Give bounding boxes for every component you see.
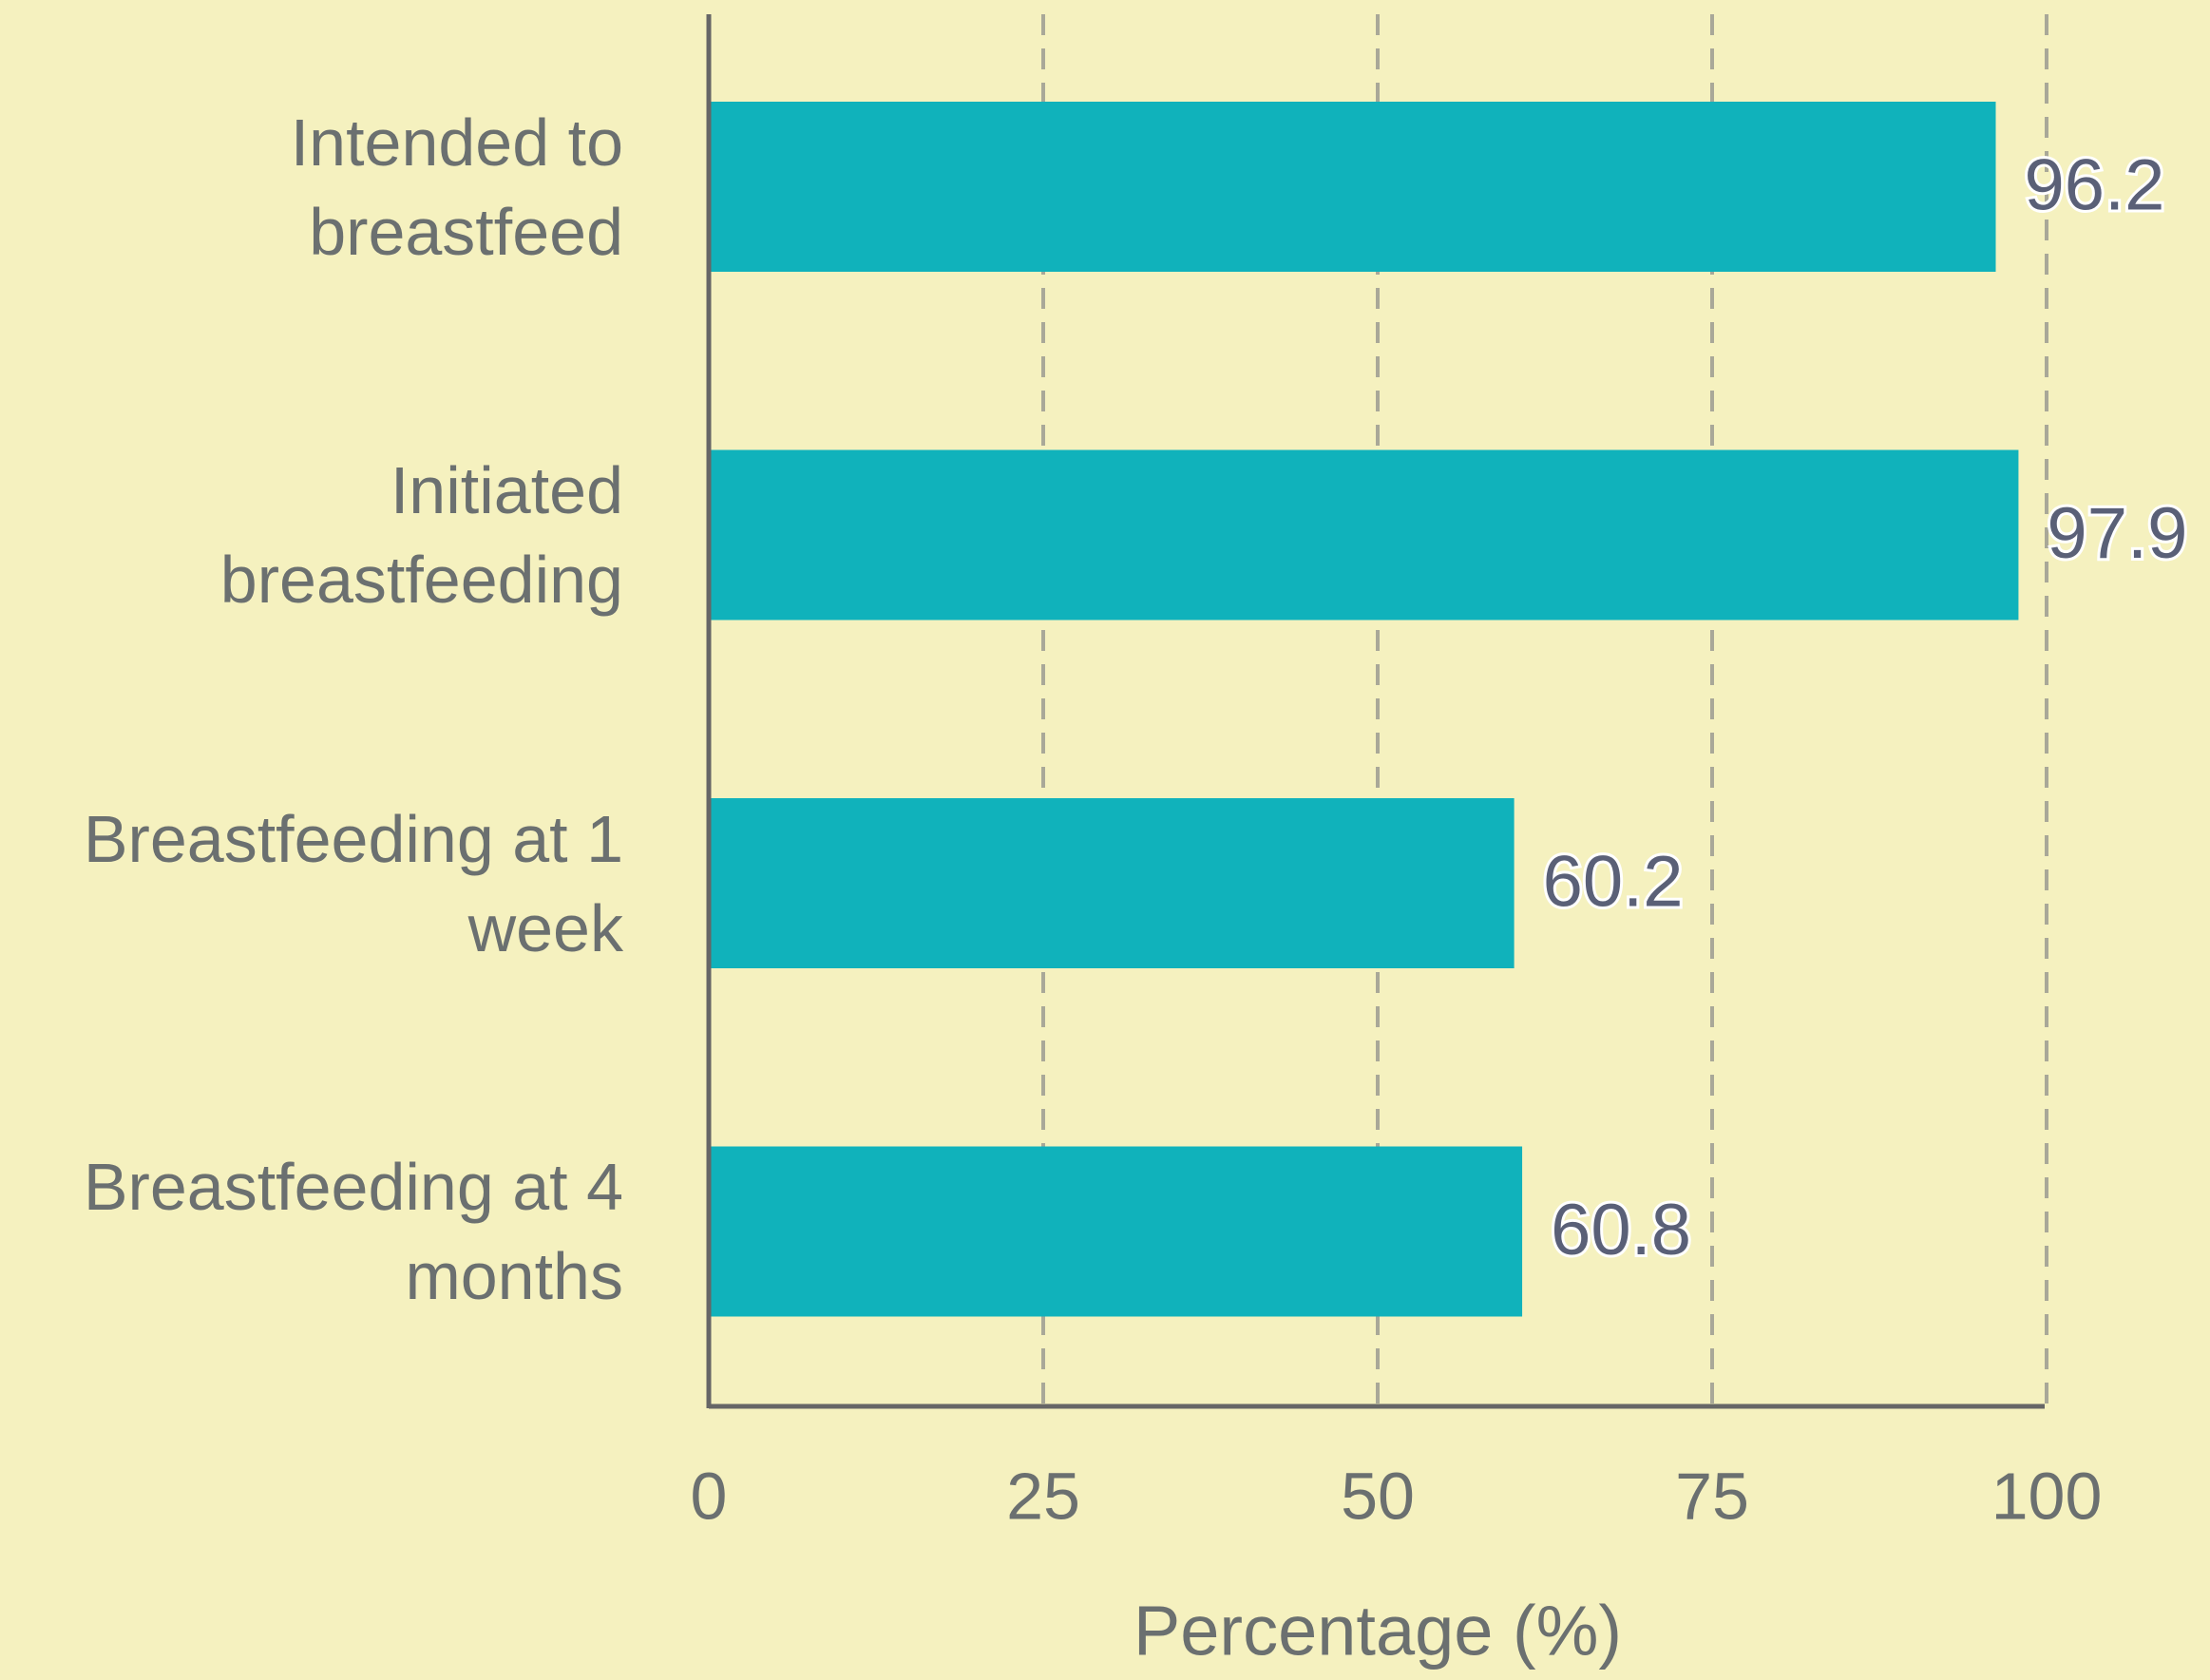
category-label-box: Initiated breastfeeding [219, 453, 623, 617]
y-tick-label: Intended to breastfeed [290, 105, 623, 269]
bar [709, 449, 2019, 620]
x-tick-label: 0 [691, 1459, 728, 1533]
bar [709, 102, 1996, 272]
x-tick-label: 50 [1341, 1459, 1415, 1533]
bar [709, 798, 1515, 968]
category-label-box: Breastfeeding at 1 week [83, 801, 623, 965]
value-label: 96.2 [2024, 145, 2164, 226]
y-tick-label: Breastfeeding at 1 week [83, 801, 623, 965]
category-label-box: Intended to breastfeed [290, 105, 623, 269]
category-label-box: Breastfeeding at 4 months [83, 1150, 623, 1313]
y-tick-label: Initiated breastfeeding [219, 453, 623, 617]
bar [709, 1146, 1523, 1317]
x-axis-title: Percentage (%) [1134, 1592, 1622, 1670]
y-tick-label: Breastfeeding at 4 months [83, 1150, 623, 1313]
value-label: 97.9 [2047, 493, 2187, 574]
x-tick-label: 100 [1991, 1459, 2103, 1533]
x-tick-label: 75 [1675, 1459, 1749, 1533]
x-tick-label: 25 [1006, 1459, 1080, 1533]
value-label: 60.8 [1551, 1190, 1691, 1270]
value-label: 60.2 [1543, 842, 1684, 923]
